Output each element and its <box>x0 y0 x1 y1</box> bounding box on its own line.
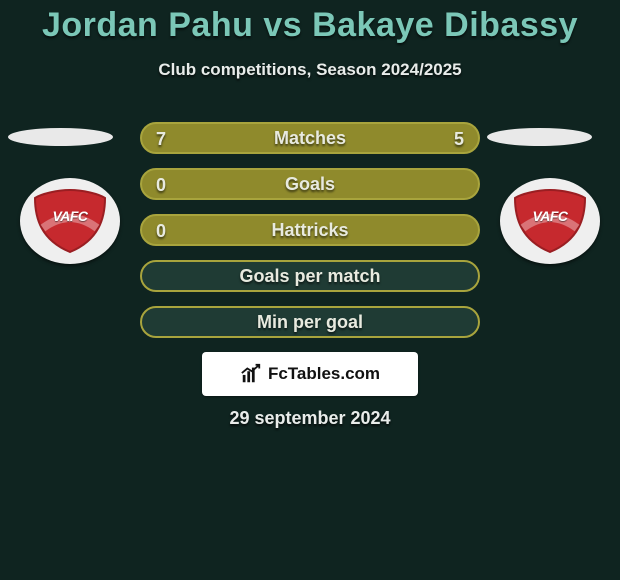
stat-row: Goals0 <box>140 168 480 200</box>
chart-icon <box>240 363 262 385</box>
stat-row: Min per goal <box>140 306 480 338</box>
comparison-infographic: Jordan Pahu vs Bakaye Dibassy Club compe… <box>0 0 620 580</box>
club-badge-left: VAFC <box>20 178 120 264</box>
stat-row-label: Goals per match <box>142 266 478 287</box>
stat-row-label: Matches <box>142 128 478 149</box>
stat-row-left-value: 7 <box>156 124 166 156</box>
club-badge-left-label: VAFC <box>33 208 107 224</box>
page-title: Jordan Pahu vs Bakaye Dibassy <box>0 6 620 45</box>
club-badge-right-label: VAFC <box>513 208 587 224</box>
club-badge-right: VAFC <box>500 178 600 264</box>
promo-label: FcTables.com <box>268 364 380 384</box>
stat-row-label: Goals <box>142 174 478 195</box>
stat-row-label: Hattricks <box>142 220 478 241</box>
shield-icon: VAFC <box>513 188 587 254</box>
stat-row-left-value: 0 <box>156 216 166 248</box>
promo-box[interactable]: FcTables.com <box>202 352 418 396</box>
stat-row-right-value: 5 <box>454 124 464 156</box>
stat-row-left-value: 0 <box>156 170 166 202</box>
stat-row: Matches7 5 <box>140 122 480 154</box>
player-left-placeholder <box>8 128 113 146</box>
player-right-placeholder <box>487 128 592 146</box>
stat-row: Goals per match <box>140 260 480 292</box>
date-text: 29 september 2024 <box>0 408 620 429</box>
shield-icon: VAFC <box>33 188 107 254</box>
page-subtitle: Club competitions, Season 2024/2025 <box>0 60 620 80</box>
stat-row: Hattricks0 <box>140 214 480 246</box>
stat-row-label: Min per goal <box>142 312 478 333</box>
